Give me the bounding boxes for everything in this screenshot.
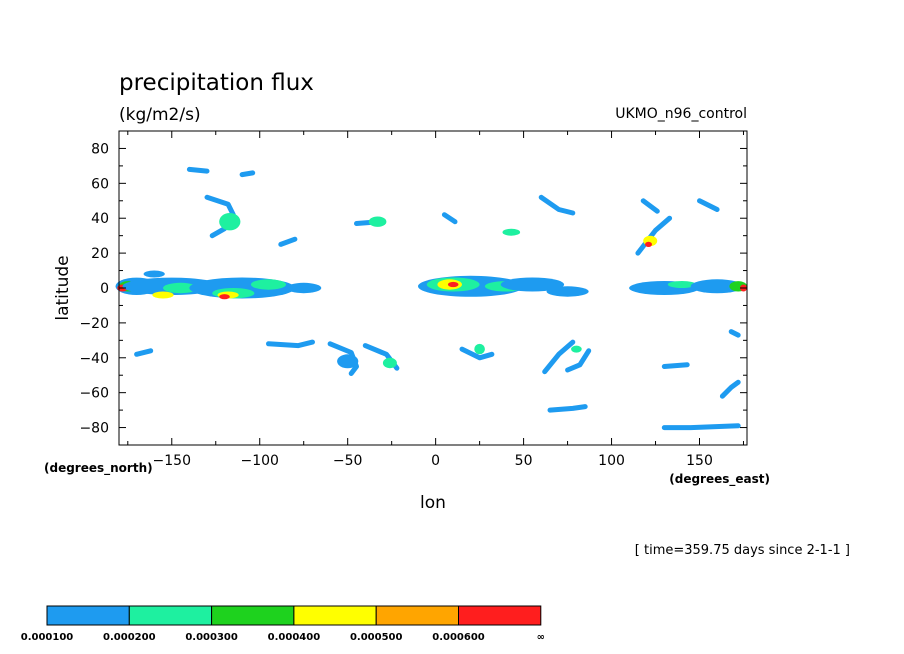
colorbar-level-label: 0.000500	[350, 632, 403, 643]
precip-band	[186, 166, 210, 174]
y-tick-label: 20	[91, 246, 109, 262]
precip-band	[266, 339, 315, 349]
y-tick-label: 40	[91, 211, 109, 227]
x-tick-label: 100	[598, 453, 625, 469]
colorbar-level-label: 0.000400	[268, 632, 321, 643]
precip-patch	[152, 291, 174, 299]
precip-patch	[219, 213, 241, 231]
colorbar-level-label: ∞	[537, 632, 545, 643]
precip-band	[134, 348, 154, 357]
precip-patch	[250, 279, 287, 290]
precip-patch	[474, 343, 485, 355]
precip-band	[697, 198, 720, 212]
x-axis-label: lon	[420, 493, 446, 513]
y-tick-label: 60	[91, 176, 109, 192]
y-tick-label: −60	[79, 386, 109, 402]
precip-band	[547, 404, 588, 413]
axis-ticks	[119, 130, 747, 446]
x-tick-label: −100	[241, 453, 279, 469]
chart-units: (kg/m2/s)	[119, 105, 201, 125]
y-axis-label: latitude	[53, 255, 73, 320]
colorbar-swatch	[128, 605, 213, 626]
colorbar-level-label: 0.000100	[21, 632, 74, 643]
precip-patch	[286, 282, 322, 294]
precip-band	[728, 329, 741, 338]
precip-patch	[219, 294, 230, 300]
colorbar: 0.000100 0.000200 0.000300 0.000400 0.000500…	[21, 605, 545, 643]
precip-band	[239, 170, 256, 178]
y-tick-label: −20	[79, 316, 109, 332]
colorbar-level-label: 0.000600	[432, 632, 485, 643]
precip-patch	[571, 345, 582, 353]
precip-band	[719, 379, 741, 399]
x-tick-label: 0	[431, 453, 440, 469]
precip-band	[635, 215, 673, 256]
precip-patch	[546, 286, 589, 297]
precip-patch	[368, 216, 387, 227]
precip-patch	[337, 354, 359, 369]
colorbar-swatch	[293, 605, 377, 626]
colorbar-swatch	[458, 605, 542, 626]
colorbar-level-label: 0.000300	[185, 632, 238, 643]
y-tick-label: −40	[79, 351, 109, 367]
precip-band	[278, 236, 298, 247]
colorbar-level-label: 0.000200	[103, 632, 156, 643]
x-tick-label: 150	[686, 453, 713, 469]
precip-band	[459, 346, 495, 361]
x-tick-label: −150	[153, 453, 191, 469]
precip-patch	[500, 277, 565, 292]
precipitation-field	[115, 166, 747, 431]
precip-band	[565, 348, 592, 373]
time-label: [ time=359.75 days since 2-1-1 ]	[635, 543, 850, 558]
precip-patch	[447, 281, 459, 288]
colorbar-swatch	[375, 605, 460, 626]
precip-band	[640, 198, 660, 214]
precip-patch	[690, 279, 744, 294]
model-name: UKMO_n96_control	[615, 106, 747, 122]
precip-patch	[163, 282, 199, 294]
precip-band	[538, 194, 576, 216]
y-tick-label: 80	[91, 141, 109, 157]
precip-band	[661, 423, 741, 431]
precip-band	[542, 339, 576, 375]
chart-title: precipitation flux	[119, 70, 314, 96]
precip-band	[661, 362, 690, 369]
precip-patch	[502, 228, 521, 236]
x-axis-units: (degrees_east)	[669, 472, 770, 487]
y-axis-units: (degrees_north)	[44, 461, 153, 476]
precip-patch	[645, 241, 652, 247]
precip-patch	[382, 357, 397, 369]
precip-patch	[143, 270, 165, 278]
precip-patch	[667, 281, 697, 288]
x-tick-label: −50	[333, 453, 363, 469]
y-tick-label: −80	[79, 421, 109, 437]
precip-band	[441, 212, 458, 225]
colorbar-swatch	[46, 605, 130, 626]
x-tick-label: 50	[515, 453, 533, 469]
colorbar-swatch	[211, 605, 295, 626]
y-tick-label: 0	[100, 281, 109, 297]
plot-area	[115, 130, 748, 446]
